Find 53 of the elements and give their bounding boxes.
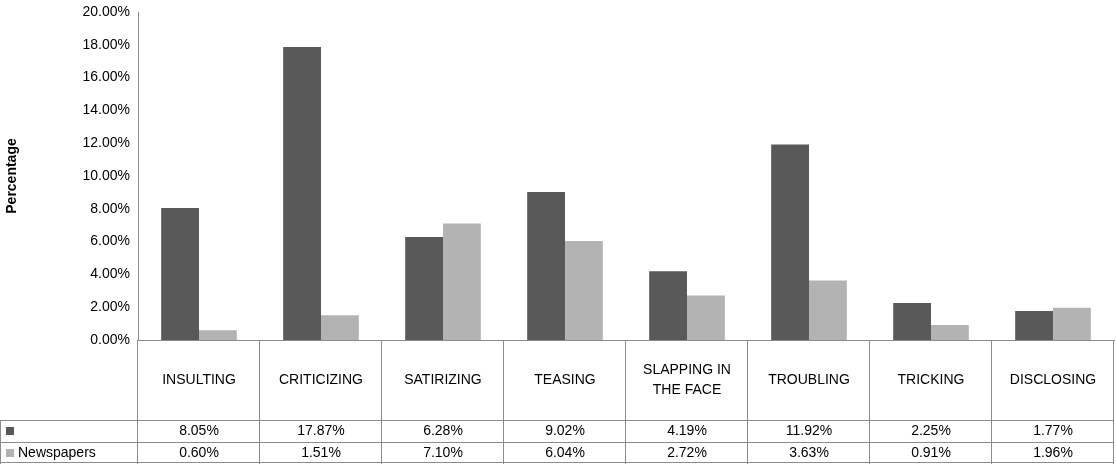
data-label: 3.63% xyxy=(789,443,829,460)
data-label: 1.96% xyxy=(1033,443,1073,460)
y-tick-label: 16.00% xyxy=(82,68,130,85)
data-label: 8.05% xyxy=(179,421,219,438)
y-tick-label: 0.00% xyxy=(90,330,130,347)
bar xyxy=(405,237,443,340)
bar xyxy=(199,330,237,340)
bar xyxy=(1053,307,1091,340)
data-label: 0.91% xyxy=(911,443,951,460)
y-tick-label: 6.00% xyxy=(90,232,130,249)
y-tick-label: 10.00% xyxy=(82,166,130,183)
legend-label: Newspapers xyxy=(18,443,96,460)
x-tick-label: SLAPPING IN THE FACE xyxy=(643,360,731,397)
bar xyxy=(893,303,931,340)
bar xyxy=(443,223,481,340)
data-label: 0.60% xyxy=(179,443,219,460)
data-label: 1.77% xyxy=(1033,421,1073,438)
y-axis-title: Percentage xyxy=(3,138,20,214)
y-tick-label: 12.00% xyxy=(82,134,130,151)
bar xyxy=(527,192,565,340)
data-label: 9.02% xyxy=(545,421,585,438)
bar xyxy=(161,207,199,340)
y-tick-label: 8.00% xyxy=(90,199,130,216)
y-tick-label: 2.00% xyxy=(90,298,130,315)
x-tick-label: CRITICIZING xyxy=(279,370,363,387)
y-tick-label: 20.00% xyxy=(82,2,130,19)
data-label: 6.04% xyxy=(545,443,585,460)
y-tick-label: 14.00% xyxy=(82,101,130,118)
y-tick-label: 4.00% xyxy=(90,265,130,282)
x-tick-label: TROUBLING xyxy=(768,370,850,387)
bar xyxy=(321,315,359,340)
x-tick-label: INSULTING xyxy=(162,370,236,387)
data-label: 6.28% xyxy=(423,421,463,438)
data-label: 4.19% xyxy=(667,421,707,438)
data-label: 1.51% xyxy=(301,443,341,460)
data-label: 17.87% xyxy=(297,421,345,438)
bar xyxy=(649,271,687,340)
bar xyxy=(809,280,847,340)
x-tick-label: TRICKING xyxy=(897,370,965,387)
data-label: 7.10% xyxy=(423,443,463,460)
bar xyxy=(687,295,725,340)
bar xyxy=(931,325,969,340)
data-label: 2.25% xyxy=(911,421,951,438)
bar xyxy=(283,46,321,340)
x-tick-label: SATIRIZING xyxy=(404,370,482,387)
x-tick-label: DISCLOSING xyxy=(1009,370,1097,387)
data-label: 2.72% xyxy=(667,443,707,460)
x-tick-label: TEASING xyxy=(534,370,596,387)
data-label: 11.92% xyxy=(785,421,833,438)
bar xyxy=(1015,310,1053,340)
y-tick-label: 18.00% xyxy=(82,35,130,52)
bar xyxy=(565,240,603,340)
bar xyxy=(771,144,809,340)
